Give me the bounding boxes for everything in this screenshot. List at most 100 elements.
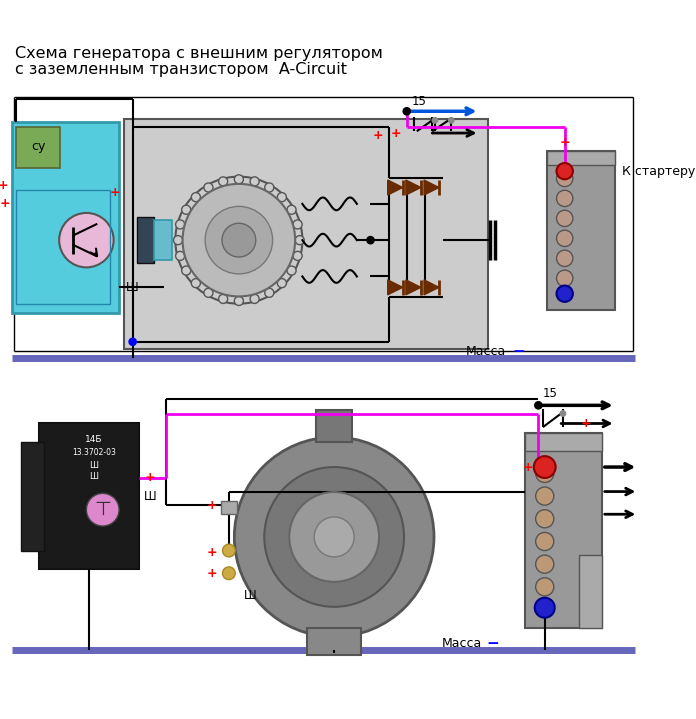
Circle shape xyxy=(536,510,554,528)
Text: +: + xyxy=(206,567,217,580)
Polygon shape xyxy=(406,180,421,195)
Text: Масса: Масса xyxy=(466,345,506,358)
Bar xyxy=(124,119,489,349)
Text: +: + xyxy=(372,129,383,142)
Circle shape xyxy=(536,555,554,573)
Circle shape xyxy=(557,163,573,179)
Circle shape xyxy=(536,487,554,505)
Bar xyxy=(12,122,119,313)
Circle shape xyxy=(264,467,404,607)
Text: Ш: Ш xyxy=(244,590,256,603)
Bar xyxy=(39,423,139,569)
Text: 15: 15 xyxy=(411,95,426,108)
Text: +: + xyxy=(560,136,570,149)
Circle shape xyxy=(250,177,259,186)
Bar xyxy=(525,433,602,451)
Text: −: − xyxy=(512,344,525,360)
Circle shape xyxy=(534,456,555,478)
Text: Ш: Ш xyxy=(143,490,156,503)
Circle shape xyxy=(264,288,274,298)
Circle shape xyxy=(536,464,554,482)
Polygon shape xyxy=(406,280,421,295)
Circle shape xyxy=(175,220,184,229)
Circle shape xyxy=(290,492,379,582)
Text: −: − xyxy=(487,636,499,651)
Circle shape xyxy=(557,230,573,247)
Circle shape xyxy=(204,288,213,298)
Polygon shape xyxy=(424,280,439,295)
Circle shape xyxy=(250,294,259,303)
Circle shape xyxy=(59,213,113,267)
Circle shape xyxy=(277,193,286,202)
Bar xyxy=(579,555,602,628)
Text: +: + xyxy=(580,417,591,430)
Bar xyxy=(21,441,44,551)
Text: 13.3702-03: 13.3702-03 xyxy=(72,448,116,457)
Text: +: + xyxy=(0,197,10,211)
Circle shape xyxy=(535,597,555,618)
Text: +: + xyxy=(206,499,217,512)
Polygon shape xyxy=(424,180,439,195)
Bar xyxy=(307,628,361,655)
Text: су: су xyxy=(31,140,45,153)
Circle shape xyxy=(557,191,573,206)
Bar xyxy=(546,151,615,310)
Text: +: + xyxy=(522,461,533,474)
Circle shape xyxy=(557,270,573,286)
Circle shape xyxy=(235,296,244,306)
Circle shape xyxy=(219,177,228,186)
Circle shape xyxy=(191,278,200,288)
Circle shape xyxy=(560,411,566,416)
Text: 14Б: 14Б xyxy=(85,435,102,444)
Circle shape xyxy=(557,285,573,302)
Circle shape xyxy=(295,236,304,244)
Text: +: + xyxy=(390,127,401,140)
Polygon shape xyxy=(388,180,403,195)
Text: 15: 15 xyxy=(543,387,557,400)
Circle shape xyxy=(175,177,302,303)
Text: К стартеру: К стартеру xyxy=(622,165,695,178)
Circle shape xyxy=(448,118,454,123)
Circle shape xyxy=(536,532,554,551)
Circle shape xyxy=(557,250,573,267)
Circle shape xyxy=(191,193,200,202)
Circle shape xyxy=(182,266,191,275)
Circle shape xyxy=(557,170,573,187)
Circle shape xyxy=(277,278,286,288)
Circle shape xyxy=(175,252,184,260)
Circle shape xyxy=(222,224,255,257)
Text: с заземленным транзистором  A-Circuit: с заземленным транзистором A-Circuit xyxy=(15,63,347,77)
Text: Схема генератора с внешним регулятором: Схема генератора с внешним регулятором xyxy=(15,46,383,61)
Circle shape xyxy=(223,544,235,557)
Bar xyxy=(525,433,602,628)
Bar xyxy=(12,95,635,369)
Text: Ш: Ш xyxy=(126,281,139,294)
Circle shape xyxy=(182,205,191,214)
Text: Ш: Ш xyxy=(89,472,98,480)
Circle shape xyxy=(223,567,235,580)
Text: ⊤: ⊤ xyxy=(94,500,111,519)
Bar xyxy=(17,127,60,168)
Circle shape xyxy=(182,184,295,296)
Bar xyxy=(316,410,352,441)
Circle shape xyxy=(314,517,354,557)
Bar xyxy=(17,191,110,303)
Bar xyxy=(12,385,635,664)
Circle shape xyxy=(287,266,296,275)
Circle shape xyxy=(535,402,542,409)
Circle shape xyxy=(129,338,136,345)
Circle shape xyxy=(367,237,374,244)
Circle shape xyxy=(403,108,411,115)
Polygon shape xyxy=(388,280,403,295)
Bar xyxy=(546,151,615,165)
Text: +: + xyxy=(109,186,120,198)
Bar xyxy=(221,500,237,514)
Circle shape xyxy=(173,236,182,244)
Circle shape xyxy=(204,183,213,192)
Text: +: + xyxy=(0,179,8,192)
Circle shape xyxy=(287,205,296,214)
Text: +: + xyxy=(145,472,155,485)
Circle shape xyxy=(293,252,302,260)
Circle shape xyxy=(536,578,554,596)
Bar xyxy=(154,220,172,260)
